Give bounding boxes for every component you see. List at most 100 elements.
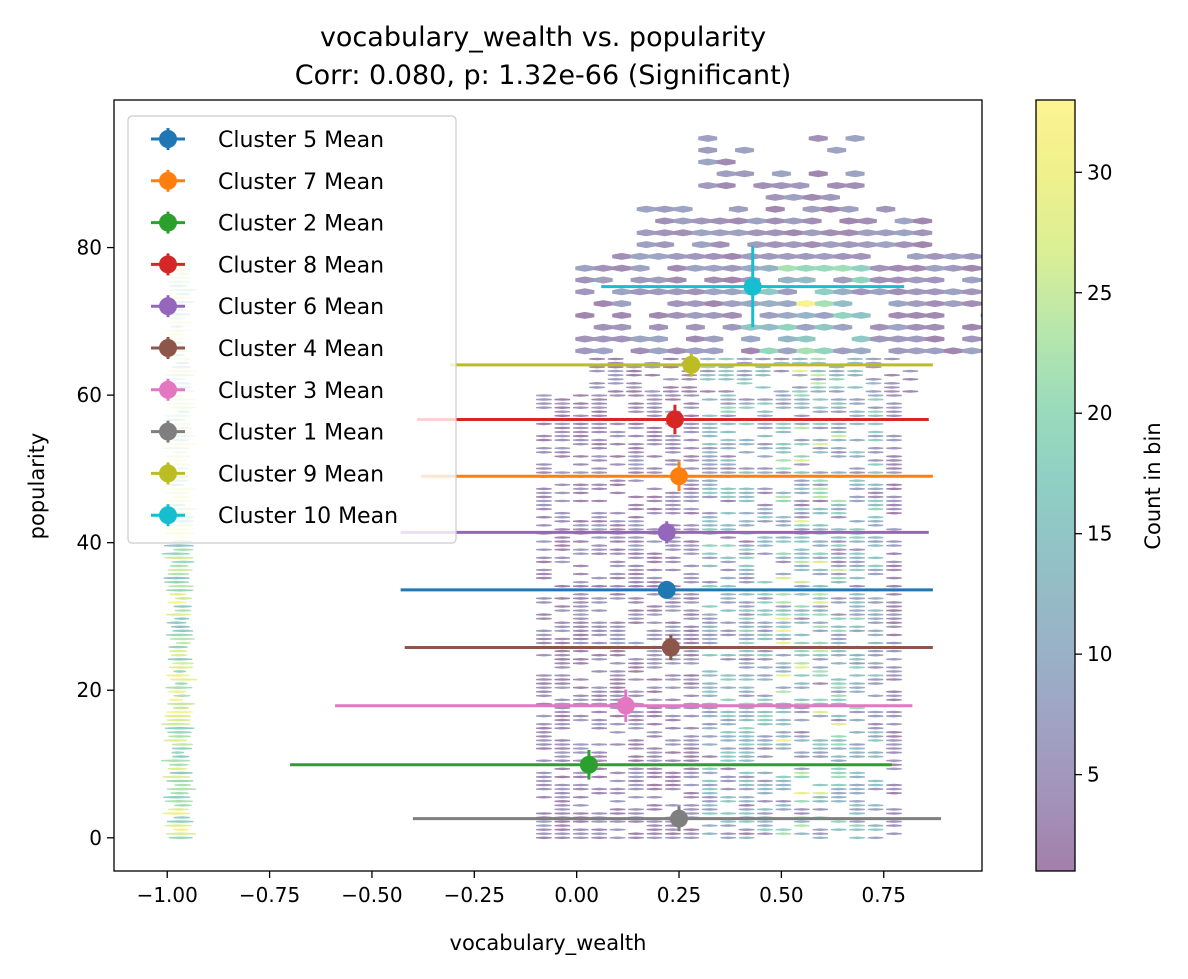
- hexbin-cell: [925, 288, 945, 296]
- hexbin-cell: [794, 662, 810, 665]
- colorbar-frame: [1035, 99, 1076, 872]
- hexbin-cell: [554, 402, 571, 405]
- hexbin-cell: [646, 434, 663, 438]
- hexbin-cell: [907, 264, 926, 272]
- hexbin-cell: [886, 678, 902, 681]
- hexbin-cell: [665, 625, 681, 629]
- hexbin-cell: [962, 300, 982, 308]
- hexbin-cell: [794, 483, 810, 487]
- hexbin-cell: [665, 495, 681, 499]
- hexbin-cell: [646, 560, 663, 564]
- hexbin-cell: [886, 690, 902, 693]
- hexbin-cell: [573, 491, 589, 495]
- hexbin-cell: [626, 390, 642, 393]
- hexbin-cell: [775, 540, 792, 543]
- hexbin-cell: [812, 751, 829, 754]
- hexbin-cell: [794, 633, 810, 637]
- hexbin-cell: [667, 300, 687, 308]
- hexbin-cell: [628, 479, 644, 482]
- hexbin-cell: [630, 335, 650, 343]
- hexbin-cell: [164, 580, 189, 584]
- hexbin-cell: [757, 791, 773, 795]
- hexbin-cell: [757, 398, 773, 401]
- hexbin-cell: [720, 446, 736, 450]
- hexbin-cell: [757, 800, 773, 803]
- hexbin-cell: [701, 783, 718, 787]
- hexbin-cell: [683, 613, 700, 616]
- hexbin-cell: [757, 422, 773, 426]
- hexbin-cell: [884, 382, 900, 385]
- hexbin-cell: [812, 800, 829, 803]
- hexbin-cell: [738, 771, 755, 775]
- hexbin-cell: [886, 767, 902, 771]
- hexbin-cell: [701, 414, 718, 418]
- hexbin-cell: [720, 751, 736, 754]
- hexbin-cell: [867, 682, 884, 685]
- hexbin-cell: [738, 621, 755, 624]
- hexbin-cell: [738, 795, 755, 799]
- hexbin-cell: [867, 564, 884, 568]
- hexbin-cell: [665, 560, 681, 564]
- hexbin-cell: [925, 335, 945, 343]
- legend-label: Cluster 4 Mean: [218, 337, 384, 362]
- hexbin-cell: [812, 653, 829, 657]
- hexbin-cell: [609, 572, 626, 576]
- hexbin-cell: [591, 787, 607, 791]
- hexbin-cell: [554, 747, 571, 750]
- hexbin-cell: [775, 446, 792, 450]
- hexbin-cell: [886, 751, 902, 754]
- hexbin-cell: [536, 572, 552, 576]
- hexbin-cell: [554, 414, 571, 418]
- hexbin-cell: [849, 674, 865, 677]
- hexbin-cell: [665, 459, 681, 462]
- hexbin-cell: [591, 791, 607, 795]
- hexbin-cell: [612, 252, 632, 260]
- legend-entry: Cluster 2 Mean: [151, 211, 384, 237]
- hexbin-cell: [655, 229, 675, 237]
- hexbin-cell: [720, 633, 736, 637]
- hexbin-cell: [591, 467, 607, 470]
- hexbin-cell: [867, 828, 884, 831]
- hexbin-cell: [886, 613, 902, 616]
- hexbin-cell: [166, 718, 191, 722]
- hexbin-cell: [757, 593, 773, 596]
- hexbin-cell: [609, 791, 626, 795]
- hexbin-cell: [554, 629, 571, 633]
- hexbin-cell: [757, 613, 773, 616]
- hexbin-cell: [886, 455, 902, 458]
- hexbin-cell: [830, 637, 847, 641]
- hexbin-cell: [830, 410, 847, 413]
- hexbin-cell: [591, 755, 607, 758]
- hexbin-cell: [685, 335, 705, 343]
- hexbin-cell: [172, 755, 190, 758]
- hexbin-cell: [591, 726, 607, 730]
- hexbin-cell: [720, 459, 736, 462]
- hexbin-cell: [802, 241, 822, 249]
- hexbin-cell: [718, 373, 734, 377]
- hexbin-cell: [701, 824, 718, 827]
- hexbin-cell: [607, 357, 624, 361]
- hexbin-cell: [757, 771, 773, 775]
- legend-swatch-marker: [159, 255, 177, 274]
- hexbin-cell: [849, 747, 865, 750]
- hexbin-cell: [646, 722, 663, 726]
- hexbin-cell: [738, 625, 755, 629]
- hexbin-cell: [701, 767, 718, 771]
- hexbin-cell: [630, 252, 650, 260]
- hexbin-cell: [554, 832, 571, 835]
- hexbin-cell: [536, 597, 552, 600]
- hexbin-cell: [736, 378, 753, 381]
- hexbin-cell: [573, 613, 589, 616]
- hexbin-cell: [962, 288, 982, 296]
- hexbin-cell: [554, 800, 571, 803]
- hexbin-cell: [759, 323, 779, 331]
- hexbin-cell: [554, 755, 571, 758]
- hexbin-cell: [867, 613, 884, 616]
- hexbin-cell: [830, 662, 847, 665]
- hexbin-cell: [646, 662, 663, 665]
- hexbin-cell: [573, 662, 589, 665]
- hexbin-cell: [757, 787, 773, 791]
- hexbin-cell: [554, 808, 571, 811]
- hexbin-cell: [720, 747, 736, 750]
- hexbin-cell: [609, 560, 626, 564]
